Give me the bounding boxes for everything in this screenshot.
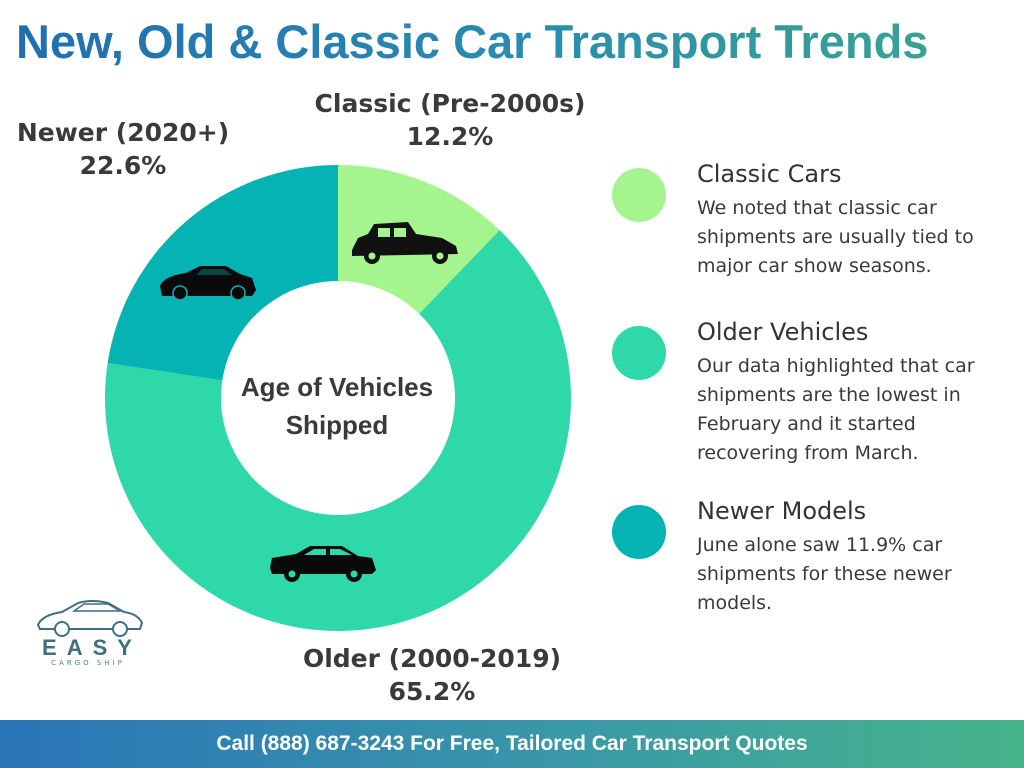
slice-value-classic: 12.2% — [406, 122, 494, 151]
classic-car-icon — [352, 222, 458, 264]
sports-car-icon — [160, 266, 256, 301]
logo-tagline: CARGO SHIP — [51, 659, 125, 667]
legend-description-older: Our data highlighted that car shipments … — [697, 355, 975, 464]
legend-title-classic: Classic Cars — [697, 160, 842, 188]
legend-title-older: Older Vehicles — [697, 318, 869, 346]
logo-car-icon — [36, 600, 144, 637]
slice-label-newer: Newer (2020+) 22.6% — [0, 116, 246, 182]
legend-swatch-classic — [612, 168, 666, 222]
footer-cta-banner: Call (888) 687-3243 For Free, Tailored C… — [0, 720, 1024, 768]
donut-center-label: Age of Vehicles Shipped — [240, 372, 434, 440]
page-title: New, Old & Classic Car Transport Trends — [16, 10, 1016, 74]
legend-swatch-older — [612, 326, 666, 380]
donut-slice-older — [104, 230, 571, 632]
legend-title-newer: Newer Models — [697, 497, 867, 525]
legend-description-classic: We noted that classic car shipments are … — [697, 197, 974, 277]
legend-swatch-newer — [612, 505, 666, 559]
logo-wordmark: EASY — [42, 635, 142, 660]
sedan-car-icon — [270, 546, 376, 582]
slice-name-newer: Newer (2020+) — [16, 118, 230, 147]
slice-name-classic: Classic (Pre-2000s) — [314, 89, 586, 118]
legend-description-newer: June alone saw 11.9% car shipments for t… — [697, 534, 952, 614]
slice-value-newer: 22.6% — [79, 151, 167, 180]
slice-label-classic: Classic (Pre-2000s) 12.2% — [300, 87, 600, 153]
slice-value-older: 65.2% — [388, 677, 476, 706]
brand-logo: EASY CARGO SHIP — [28, 595, 148, 675]
slice-name-older: Older (2000-2019) — [302, 644, 562, 673]
slice-label-older: Older (2000-2019) 65.2% — [282, 642, 582, 708]
